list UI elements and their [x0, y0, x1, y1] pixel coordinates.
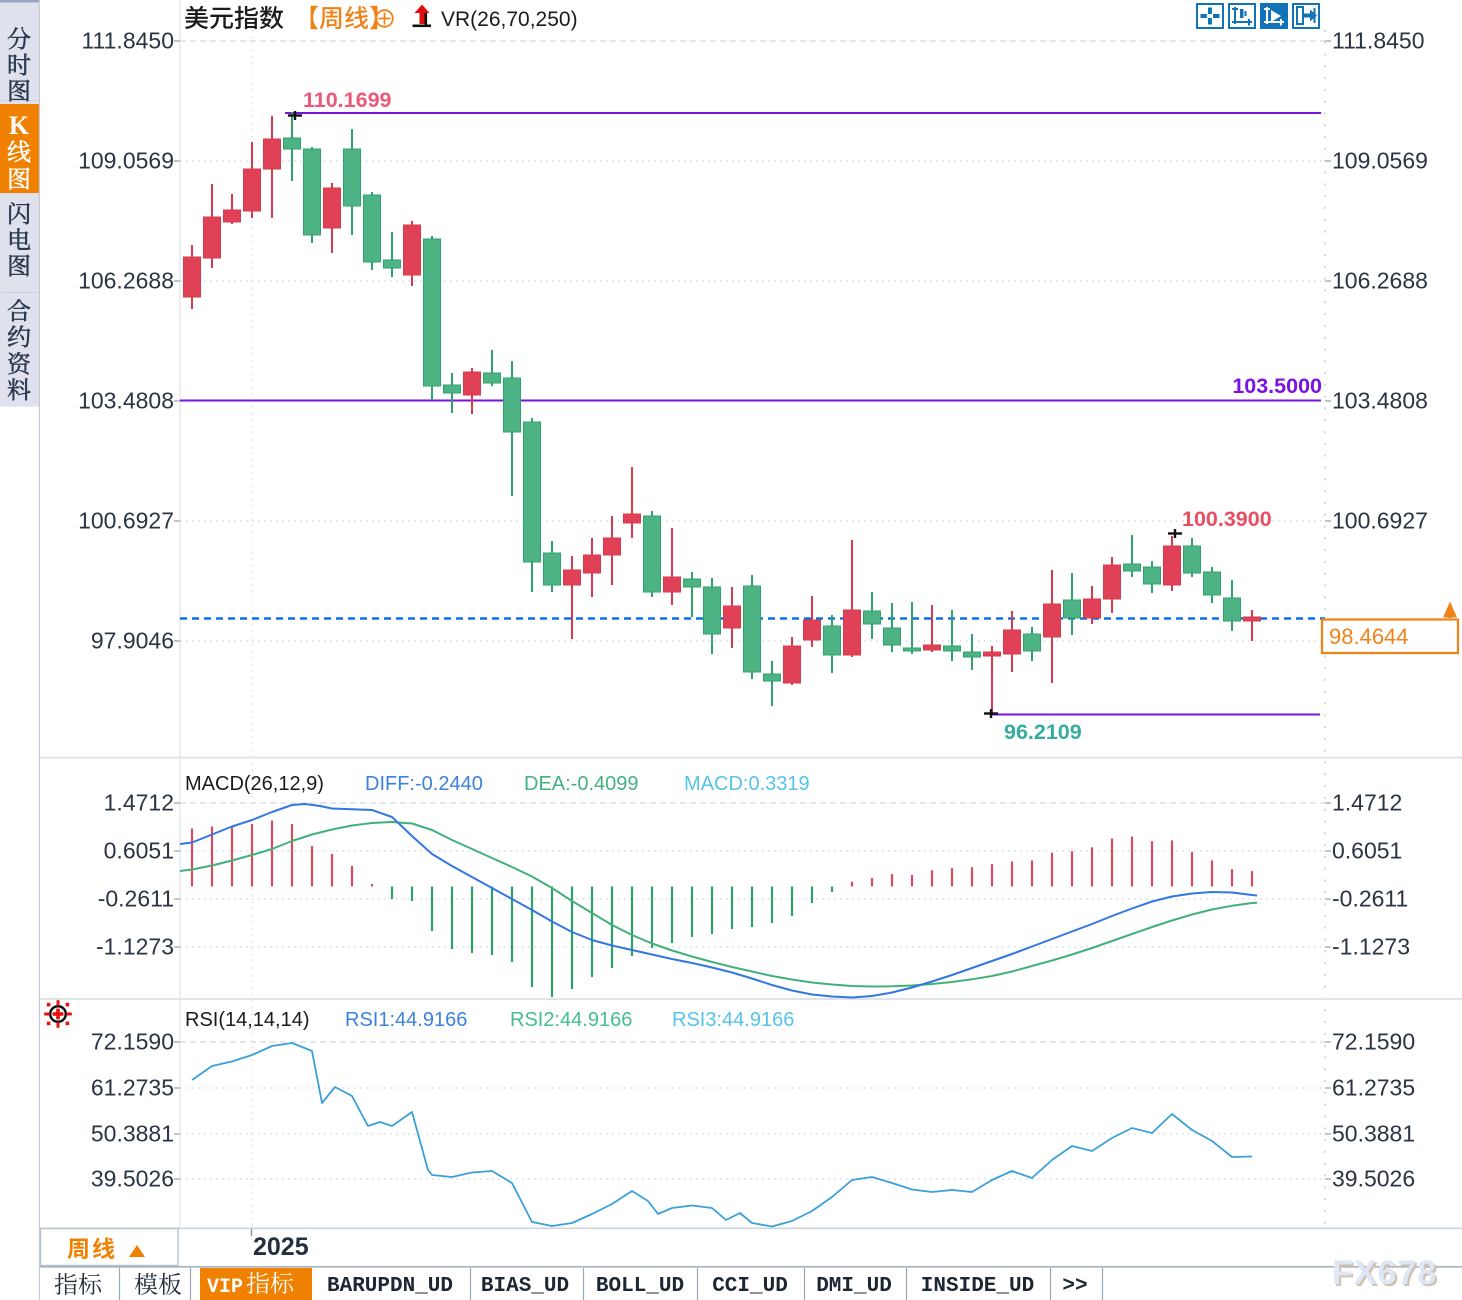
svg-text:DEA:-0.4099: DEA:-0.4099: [524, 773, 639, 795]
svg-text:100.6927: 100.6927: [1332, 508, 1428, 534]
svg-text:FX678: FX678: [1332, 1254, 1437, 1292]
svg-text:50.3881: 50.3881: [91, 1121, 174, 1147]
svg-text:106.2688: 106.2688: [78, 268, 174, 294]
svg-text:FX678: FX678: [1334, 1256, 1439, 1294]
svg-text:MACD:0.3319: MACD:0.3319: [684, 773, 810, 795]
svg-text:DMI_UD: DMI_UD: [816, 1275, 892, 1298]
svg-text:0.6051: 0.6051: [1332, 838, 1402, 864]
svg-text:RSI1:44.9166: RSI1:44.9166: [345, 1009, 467, 1031]
svg-text:100.6927: 100.6927: [78, 508, 174, 534]
svg-text:1.4712: 1.4712: [1332, 790, 1402, 816]
svg-text:98.4644: 98.4644: [1329, 624, 1409, 649]
svg-text:VIP: VIP: [207, 1276, 243, 1299]
svg-text:97.9046: 97.9046: [91, 628, 174, 654]
svg-text:RSI3:44.9166: RSI3:44.9166: [672, 1009, 794, 1031]
svg-text:BARUPDN_UD: BARUPDN_UD: [327, 1275, 453, 1298]
svg-text:96.2109: 96.2109: [1004, 720, 1082, 744]
svg-text:109.0569: 109.0569: [1332, 148, 1428, 174]
svg-text:39.5026: 39.5026: [1332, 1166, 1415, 1192]
svg-text:100.3900: 100.3900: [1182, 507, 1272, 531]
svg-text:103.4808: 103.4808: [78, 388, 174, 414]
svg-text:72.1590: 72.1590: [91, 1029, 174, 1055]
svg-text:72.1590: 72.1590: [1332, 1029, 1415, 1055]
svg-text:39.5026: 39.5026: [91, 1166, 174, 1192]
svg-text:-1.1273: -1.1273: [1332, 934, 1410, 960]
svg-text:103.5000: 103.5000: [1232, 374, 1322, 398]
svg-text:-1.1273: -1.1273: [96, 934, 174, 960]
svg-text:111.8450: 111.8450: [81, 28, 174, 54]
svg-text:2025: 2025: [253, 1233, 309, 1261]
svg-text:-0.2611: -0.2611: [1332, 886, 1408, 912]
svg-text:109.0569: 109.0569: [78, 148, 174, 174]
svg-text:BOLL_UD: BOLL_UD: [596, 1275, 684, 1298]
svg-text:106.2688: 106.2688: [1332, 268, 1428, 294]
svg-text:61.2735: 61.2735: [91, 1075, 174, 1101]
svg-text:110.1699: 110.1699: [303, 88, 392, 112]
svg-text:BIAS_UD: BIAS_UD: [481, 1275, 569, 1298]
svg-text:RSI2:44.9166: RSI2:44.9166: [510, 1009, 632, 1031]
svg-text:MACD(26,12,9): MACD(26,12,9): [185, 773, 324, 795]
svg-text:111.8450: 111.8450: [1332, 28, 1425, 54]
svg-text:>>: >>: [1062, 1275, 1087, 1298]
svg-text:0.6051: 0.6051: [104, 838, 174, 864]
svg-text:K: K: [9, 111, 30, 140]
svg-text:103.4808: 103.4808: [1332, 388, 1428, 414]
svg-text:INSIDE_UD: INSIDE_UD: [921, 1275, 1034, 1298]
svg-text:CCI_UD: CCI_UD: [712, 1275, 788, 1298]
svg-text:DIFF:-0.2440: DIFF:-0.2440: [365, 773, 483, 795]
svg-text:RSI(14,14,14): RSI(14,14,14): [185, 1009, 310, 1031]
svg-text:-0.2611: -0.2611: [98, 886, 174, 912]
svg-text:VR(26,70,250): VR(26,70,250): [441, 8, 578, 31]
svg-text:50.3881: 50.3881: [1332, 1121, 1415, 1147]
svg-text:61.2735: 61.2735: [1332, 1075, 1415, 1101]
svg-text:1.4712: 1.4712: [104, 790, 174, 816]
